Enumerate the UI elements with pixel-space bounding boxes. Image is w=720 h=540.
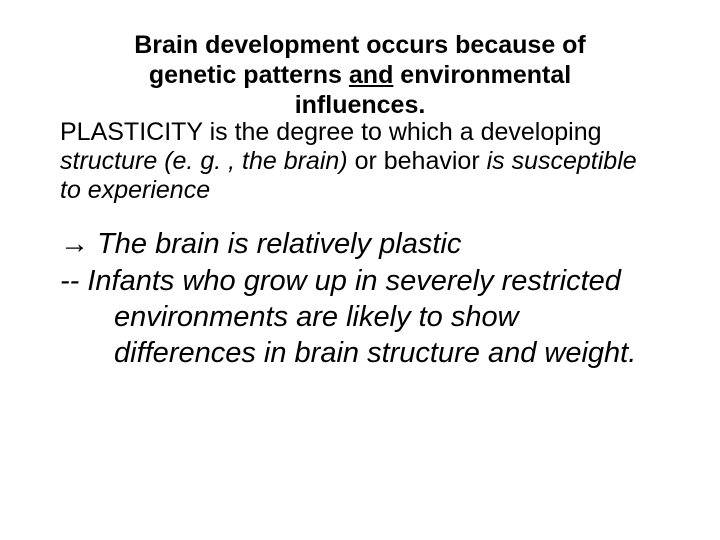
slide: Brain development occurs because of gene… (0, 0, 720, 540)
arrow-text: The brain is relatively plastic (97, 228, 461, 260)
bullet-prefix: -- (60, 265, 87, 297)
slide-title: Brain development occurs because of gene… (60, 30, 660, 120)
bullet-text: Infants who grow up in severely restrict… (87, 265, 636, 370)
title-line2-pre: genetic patterns (149, 61, 349, 89)
definition-text-1: is the degree to which a developing (203, 118, 602, 146)
definition-plain: or behavior (348, 147, 487, 175)
title-line1: Brain development occurs because of (134, 31, 586, 59)
title-line2-post: environmental (393, 61, 571, 89)
definition-italic-a: structure (e. g. , the brain) (60, 147, 348, 175)
bullet-point: -- Infants who grow up in severely restr… (60, 263, 660, 372)
arrow-point: → The brain is relatively plastic (60, 226, 660, 262)
definition-paragraph: PLASTICITY is the degree to which a deve… (60, 118, 660, 204)
title-and: and (349, 61, 393, 89)
body-points: → The brain is relatively plastic -- Inf… (60, 226, 660, 371)
title-line3: influences. (295, 91, 426, 119)
arrow-icon: → (60, 228, 97, 260)
plasticity-term: PLASTICITY (60, 118, 203, 146)
